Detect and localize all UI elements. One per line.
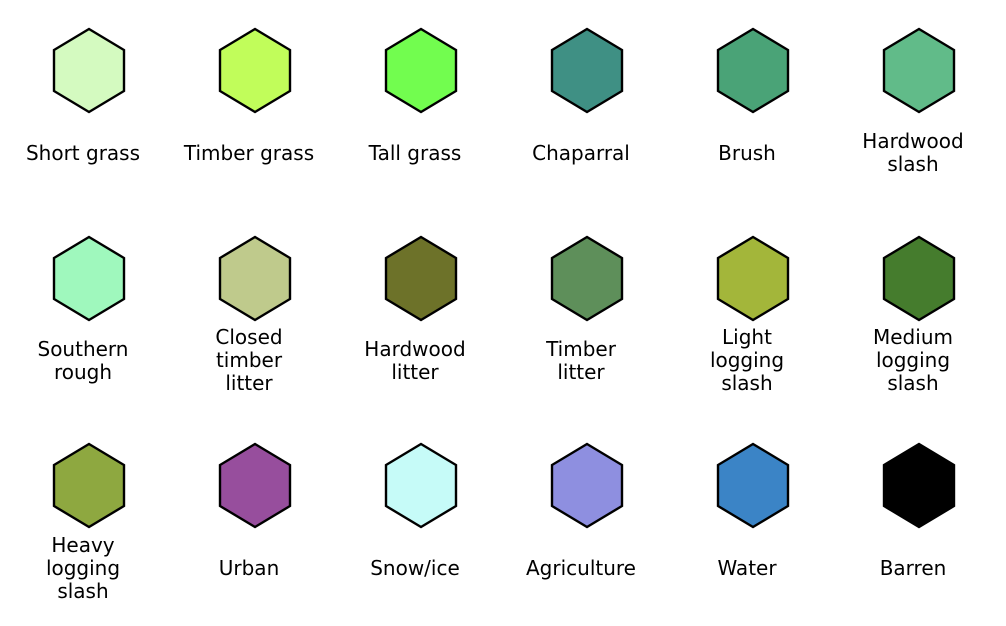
hexagon-swatch-icon [52,442,126,529]
legend-item-label: Hardwood slash [862,129,964,176]
legend-item-label: Timber grass [183,140,315,165]
legend-item-label: Timber litter [546,336,616,384]
legend-item-label: Chaparral [532,140,630,165]
hexagon-swatch-icon [550,27,624,114]
legend-item-label: Short grass [25,140,141,165]
hexagon-swatch-icon [384,235,458,321]
legend-item-label: Heavy logging slash [45,532,121,603]
hexagon-swatch-icon [550,235,624,321]
legend-item: Closed timber litter [166,208,332,415]
legend-item-label: Southern rough [37,336,129,384]
hexagon-swatch-icon [384,27,458,114]
legend-item: Tall grass [332,0,498,207]
legend-item: Urban [166,415,332,622]
legend-item: Timber litter [498,208,664,415]
legend-item: Hardwood slash [830,0,996,207]
legend-item: Water [664,415,830,622]
legend-item-label: Hardwood litter [364,336,466,384]
legend-item: Barren [830,415,996,622]
legend-item: Heavy logging slash [0,415,166,622]
legend-item-label: Tall grass [368,140,462,165]
hexagon-swatch-icon [550,442,624,529]
legend-item: Hardwood litter [332,208,498,415]
legend-item: Brush [664,0,830,207]
legend-item-label: Snow/ice [370,555,460,580]
hexagon-swatch-icon [52,27,126,114]
hexagon-swatch-icon [384,442,458,529]
legend-item-label: Water [717,555,777,580]
hexagon-swatch-icon [716,27,790,114]
legend-item-label: Agriculture [526,555,636,580]
hexagon-swatch-icon [716,442,790,529]
legend-item: Snow/ice [332,415,498,622]
hexagon-swatch-icon [882,235,956,321]
hexagon-swatch-icon [218,442,292,529]
hexagon-swatch-icon [218,235,292,321]
legend-item: Southern rough [0,208,166,415]
hexagon-swatch-icon [882,442,956,529]
hexagon-swatch-icon [218,27,292,114]
hexagon-swatch-icon [882,27,956,114]
legend-item-label: Brush [718,140,776,165]
legend-item: Timber grass [166,0,332,207]
hexagon-swatch-icon [716,235,790,321]
legend-item: Short grass [0,0,166,207]
legend-item: Agriculture [498,415,664,622]
legend-item: Light logging slash [664,208,830,415]
legend-item-label: Urban [218,555,280,580]
legend-item-label: Barren [879,555,947,580]
legend-item-label: Closed timber litter [215,325,283,395]
legend-item: Medium logging slash [830,208,996,415]
legend-item: Chaparral [498,0,664,207]
legend-item-label: Light logging slash [709,325,785,395]
hexagon-swatch-icon [52,235,126,321]
legend-item-label: Medium logging slash [873,325,953,395]
